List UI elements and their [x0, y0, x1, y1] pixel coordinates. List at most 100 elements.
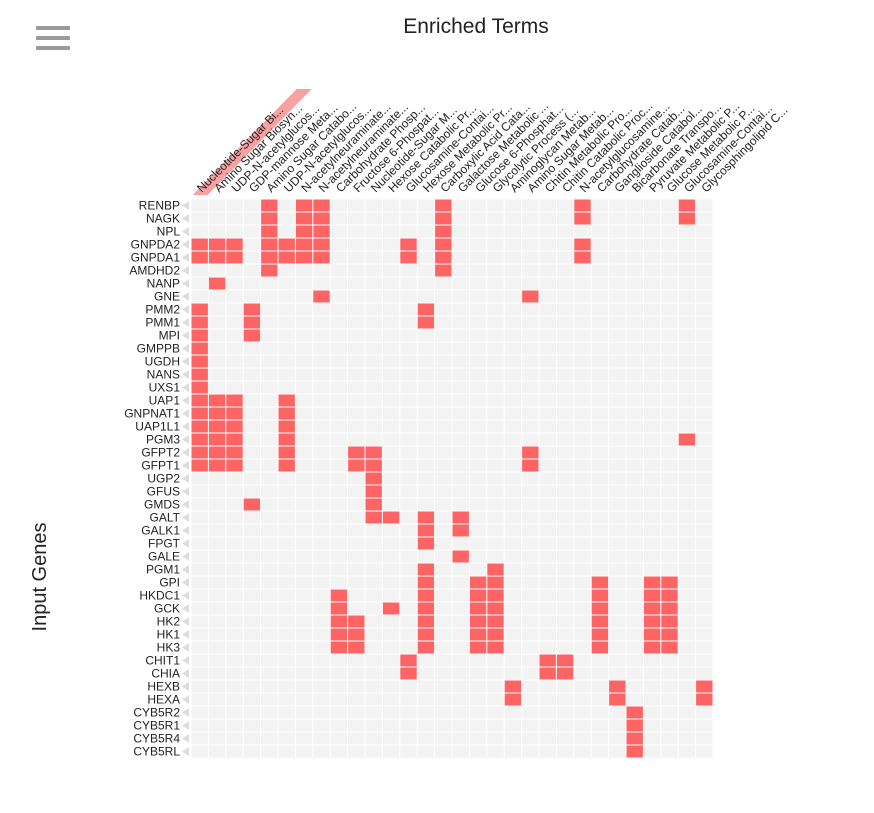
row-label-CYB5RL[interactable]: CYB5RL [133, 745, 180, 759]
heatmap-cell-GNPDA1-col7[interactable] [295, 251, 313, 264]
heatmap-cell-GPI-col18[interactable] [486, 576, 505, 589]
row-label-CYB5R2[interactable]: CYB5R2 [133, 706, 180, 720]
heatmap-cell-PGM1-col18[interactable] [486, 563, 505, 576]
heatmap-cell-GALE-col16[interactable] [452, 550, 470, 563]
heatmap-cell-HK3-col18[interactable] [486, 641, 505, 654]
row-label-NANP[interactable]: NANP [147, 277, 180, 291]
row-label-HKDC1[interactable]: HKDC1 [139, 589, 180, 603]
heatmap-cell-GFPT1-col11[interactable] [365, 459, 383, 472]
heatmap-cell-CYB5R1-col26[interactable] [626, 719, 644, 732]
row-label-RENBP[interactable]: RENBP [139, 199, 180, 213]
heatmap-cell-GFPT2-col3[interactable] [225, 446, 244, 459]
heatmap-cell-GFPT2-col20[interactable] [521, 446, 539, 459]
heatmap-cell-GCK-col14[interactable] [417, 602, 435, 615]
heatmap-cell-HK2-col24[interactable] [591, 615, 609, 628]
heatmap-cell-HKDC1-col17[interactable] [469, 589, 487, 602]
heatmap-cell-GFPT2-col1[interactable] [191, 446, 209, 459]
row-label-HEXB[interactable]: HEXB [147, 680, 180, 694]
heatmap-cell-PMM2-col4[interactable] [243, 303, 261, 316]
heatmap-cell-HK2-col27[interactable] [643, 615, 661, 628]
heatmap-cell-CYB5RL-col26[interactable] [626, 745, 644, 758]
heatmap-cell-GMDS-col11[interactable] [365, 498, 383, 511]
heatmap-cell-UAP1L1-col3[interactable] [225, 420, 244, 433]
row-label-GALT[interactable]: GALT [150, 511, 181, 525]
heatmap-cell-GNPDA2-col23[interactable] [573, 238, 592, 251]
row-label-UXS1[interactable]: UXS1 [149, 381, 181, 395]
heatmap-cell-GNPDA2-col5[interactable] [260, 238, 278, 251]
heatmap-cell-HK2-col18[interactable] [486, 615, 505, 628]
heatmap-cell-GFPT2-col10[interactable] [347, 446, 365, 459]
heatmap-cell-GNPDA2-col8[interactable] [312, 238, 331, 251]
heatmap-cell-HK1-col18[interactable] [486, 628, 505, 641]
heatmap-cell-NPL-col5[interactable] [260, 225, 278, 238]
row-label-GNPNAT1[interactable]: GNPNAT1 [124, 407, 180, 421]
heatmap-cell-PGM1-col14[interactable] [417, 563, 435, 576]
heatmap-cell-GPI-col24[interactable] [591, 576, 609, 589]
heatmap-cell-GNPDA2-col15[interactable] [434, 238, 452, 251]
heatmap-cell-GNPDA1-col23[interactable] [573, 251, 592, 264]
heatmap-cell-GNPDA1-col2[interactable] [208, 251, 226, 264]
heatmap-cell-HK1-col28[interactable] [660, 628, 679, 641]
row-label-PMM1[interactable]: PMM1 [145, 316, 180, 330]
heatmap-cell-HKDC1-col28[interactable] [660, 589, 679, 602]
heatmap-cell-HK1-col17[interactable] [469, 628, 487, 641]
heatmap-cell-GNPNAT1-col6[interactable] [278, 407, 296, 420]
heatmap-cell-GPI-col28[interactable] [660, 576, 679, 589]
heatmap-cell-UAP1-col1[interactable] [191, 394, 209, 407]
row-label-NAGK[interactable]: NAGK [146, 212, 180, 226]
heatmap-cell-CYB5R4-col26[interactable] [626, 732, 644, 745]
heatmap-cell-UAP1L1-col6[interactable] [278, 420, 296, 433]
heatmap-cell-NAGK-col23[interactable] [573, 212, 592, 225]
heatmap-cell-NPL-col7[interactable] [295, 225, 313, 238]
row-label-AMDHD2[interactable]: AMDHD2 [129, 264, 180, 278]
row-label-CHIT1[interactable]: CHIT1 [145, 654, 180, 668]
row-label-NANS[interactable]: NANS [147, 368, 180, 382]
heatmap-cell-UGDH-col1[interactable] [191, 355, 209, 368]
row-label-GCK[interactable]: GCK [154, 602, 180, 616]
row-label-UGDH[interactable]: UGDH [145, 355, 180, 369]
heatmap-cell-GFUS-col11[interactable] [365, 485, 383, 498]
heatmap-cell-GNPNAT1-col2[interactable] [208, 407, 226, 420]
heatmap-cell-GCK-col18[interactable] [486, 602, 505, 615]
row-label-CYB5R4[interactable]: CYB5R4 [133, 732, 180, 746]
heatmap-cell-GNPNAT1-col3[interactable] [225, 407, 244, 420]
row-label-CYB5R1[interactable]: CYB5R1 [133, 719, 180, 733]
heatmap-cell-HEXA-col30[interactable] [695, 693, 713, 706]
heatmap-cell-GNPDA2-col2[interactable] [208, 238, 226, 251]
heatmap-cell-GNPDA1-col8[interactable] [312, 251, 331, 264]
heatmap-cell-GFPT2-col11[interactable] [365, 446, 383, 459]
heatmap-cell-UAP1-col2[interactable] [208, 394, 226, 407]
heatmap-cell-PMM1-col14[interactable] [417, 316, 435, 329]
heatmap-cell-GFPT1-col1[interactable] [191, 459, 209, 472]
heatmap-cell-RENBP-col15[interactable] [434, 199, 452, 212]
row-label-PGM1[interactable]: PGM1 [146, 563, 180, 577]
heatmap-cell-CHIT1-col22[interactable] [556, 654, 574, 667]
heatmap-cell-GALK1-col14[interactable] [417, 524, 435, 537]
heatmap-cell-NANP-col2[interactable] [208, 277, 226, 290]
heatmap-cell-RENBP-col23[interactable] [573, 199, 592, 212]
row-label-GMDS[interactable]: GMDS [144, 498, 180, 512]
heatmap-cell-HK1-col27[interactable] [643, 628, 661, 641]
heatmap-cell-GALT-col11[interactable] [365, 511, 383, 524]
heatmap-cell-HK1-col10[interactable] [347, 628, 365, 641]
heatmap-cell-HKDC1-col24[interactable] [591, 589, 609, 602]
row-label-UAP1L1[interactable]: UAP1L1 [135, 420, 180, 434]
row-label-PMM2[interactable]: PMM2 [145, 303, 180, 317]
row-label-MPI[interactable]: MPI [159, 329, 180, 343]
heatmap-cell-GFPT1-col3[interactable] [225, 459, 244, 472]
heatmap-cell-UAP1-col6[interactable] [278, 394, 296, 407]
heatmap-cell-CHIT1-col21[interactable] [539, 654, 557, 667]
row-label-GFPT2[interactable]: GFPT2 [141, 446, 180, 460]
heatmap-cell-GALT-col12[interactable] [382, 511, 400, 524]
heatmap-cell-PMM1-col1[interactable] [191, 316, 209, 329]
heatmap-cell-NAGK-col29[interactable] [678, 212, 696, 225]
heatmap-cell-HK2-col28[interactable] [660, 615, 679, 628]
heatmap-cell-RENBP-col5[interactable] [260, 199, 278, 212]
heatmap-cell-HK1-col9[interactable] [330, 628, 348, 641]
heatmap-cell-GNPNAT1-col1[interactable] [191, 407, 209, 420]
heatmap-cell-PMM2-col1[interactable] [191, 303, 209, 316]
heatmap-cell-GALT-col14[interactable] [417, 511, 435, 524]
heatmap-cell-GNPDA1-col3[interactable] [225, 251, 244, 264]
heatmap-cell-CHIA-col22[interactable] [556, 667, 574, 680]
heatmap-cell-UAP1L1-col2[interactable] [208, 420, 226, 433]
